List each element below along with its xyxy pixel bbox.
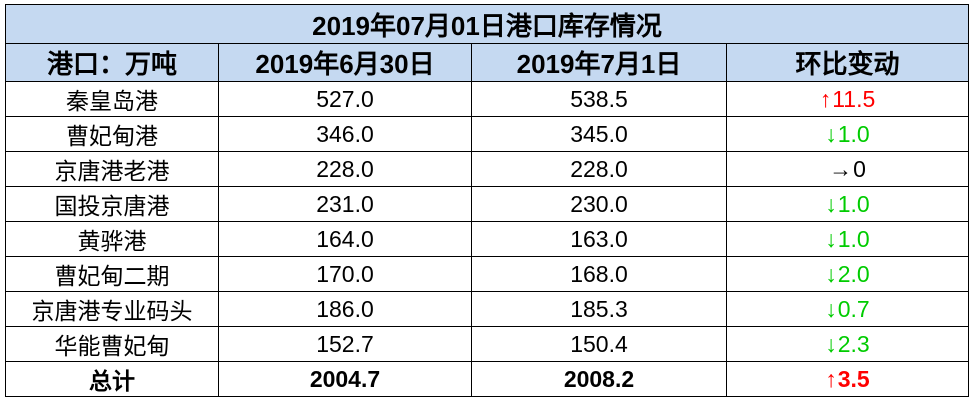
total-row: 总计 2004.7 2008.2 ↑3.5 xyxy=(5,361,969,397)
change-cell: ↓1.0 xyxy=(726,221,969,257)
value-date1: 170.0 xyxy=(218,256,472,292)
port-name: 国投京唐港 xyxy=(5,186,219,222)
value-date1: 346.0 xyxy=(218,116,472,152)
change-arrow-icon: ↓ xyxy=(825,260,837,287)
change-value: 2.0 xyxy=(837,260,870,287)
value-date2: 538.5 xyxy=(471,81,727,117)
total-date2: 2008.2 xyxy=(471,361,727,397)
change-arrow-icon: ↓ xyxy=(825,225,837,252)
value-date2: 150.4 xyxy=(471,326,727,362)
total-date1: 2004.7 xyxy=(218,361,472,397)
port-name: 京唐港专业码头 xyxy=(5,291,219,327)
port-inventory-table: 2019年07月01日港口库存情况 港口：万吨 2019年6月30日 2019年… xyxy=(5,4,969,397)
change-value: 2.3 xyxy=(837,330,870,357)
value-date2: 228.0 xyxy=(471,151,727,187)
change-arrow-icon: ↓ xyxy=(825,295,837,322)
value-date1: 231.0 xyxy=(218,186,472,222)
change-value: 11.5 xyxy=(832,85,876,112)
change-cell: →0 xyxy=(726,151,969,187)
change-value: 0.7 xyxy=(837,295,870,322)
header-change: 环比变动 xyxy=(726,43,969,82)
port-name: 华能曹妃甸 xyxy=(5,326,219,362)
value-date2: 163.0 xyxy=(471,221,727,257)
port-name: 黄骅港 xyxy=(5,221,219,257)
change-arrow-icon: ↑ xyxy=(819,85,832,112)
value-date2: 230.0 xyxy=(471,186,727,222)
table-row: 曹妃甸港 346.0 345.0 ↓1.0 xyxy=(5,116,969,152)
table-row: 华能曹妃甸 152.7 150.4 ↓2.3 xyxy=(5,326,969,362)
table-row: 秦皇岛港 527.0 538.5 ↑11.5 xyxy=(5,81,969,117)
table-body: 秦皇岛港 527.0 538.5 ↑11.5 曹妃甸港 346.0 345.0 … xyxy=(5,81,969,397)
table-row: 黄骅港 164.0 163.0 ↓1.0 xyxy=(5,221,969,257)
port-name: 曹妃甸二期 xyxy=(5,256,219,292)
table-row: 京唐港专业码头 186.0 185.3 ↓0.7 xyxy=(5,291,969,327)
change-value: 0 xyxy=(853,155,866,182)
change-arrow-icon: → xyxy=(829,155,853,182)
header-port: 港口：万吨 xyxy=(5,43,219,82)
value-date1: 527.0 xyxy=(218,81,472,117)
change-cell: ↓1.0 xyxy=(726,186,969,222)
change-value: 1.0 xyxy=(837,225,870,252)
value-date1: 228.0 xyxy=(218,151,472,187)
change-cell: ↓0.7 xyxy=(726,291,969,327)
header-date2: 2019年7月1日 xyxy=(471,43,727,82)
table-row: 曹妃甸二期 170.0 168.0 ↓2.0 xyxy=(5,256,969,292)
inventory-table-container: 2019年07月01日港口库存情况 港口：万吨 2019年6月30日 2019年… xyxy=(5,4,969,397)
change-cell: ↓2.0 xyxy=(726,256,969,292)
change-value: 1.0 xyxy=(837,120,870,147)
change-value: 3.5 xyxy=(837,365,870,392)
change-value: 1.0 xyxy=(837,190,870,217)
value-date1: 186.0 xyxy=(218,291,472,327)
header-date1: 2019年6月30日 xyxy=(218,43,472,82)
change-cell: ↓1.0 xyxy=(726,116,969,152)
change-arrow-icon: ↑ xyxy=(825,365,837,392)
table-row: 京唐港老港 228.0 228.0 →0 xyxy=(5,151,969,187)
table-title: 2019年07月01日港口库存情况 xyxy=(5,4,969,44)
change-cell: ↑11.5 xyxy=(726,81,969,117)
port-name: 京唐港老港 xyxy=(5,151,219,187)
change-cell: ↓2.3 xyxy=(726,326,969,362)
value-date2: 345.0 xyxy=(471,116,727,152)
title-row: 2019年07月01日港口库存情况 xyxy=(5,4,969,44)
value-date2: 185.3 xyxy=(471,291,727,327)
port-name: 秦皇岛港 xyxy=(5,81,219,117)
total-change-cell: ↑3.5 xyxy=(726,361,969,397)
value-date2: 168.0 xyxy=(471,256,727,292)
port-name: 曹妃甸港 xyxy=(5,116,219,152)
value-date1: 152.7 xyxy=(218,326,472,362)
total-label: 总计 xyxy=(5,361,219,397)
value-date1: 164.0 xyxy=(218,221,472,257)
change-arrow-icon: ↓ xyxy=(825,330,837,357)
change-arrow-icon: ↓ xyxy=(825,190,837,217)
table-row: 国投京唐港 231.0 230.0 ↓1.0 xyxy=(5,186,969,222)
header-row: 港口：万吨 2019年6月30日 2019年7月1日 环比变动 xyxy=(5,43,969,82)
change-arrow-icon: ↓ xyxy=(825,120,837,147)
